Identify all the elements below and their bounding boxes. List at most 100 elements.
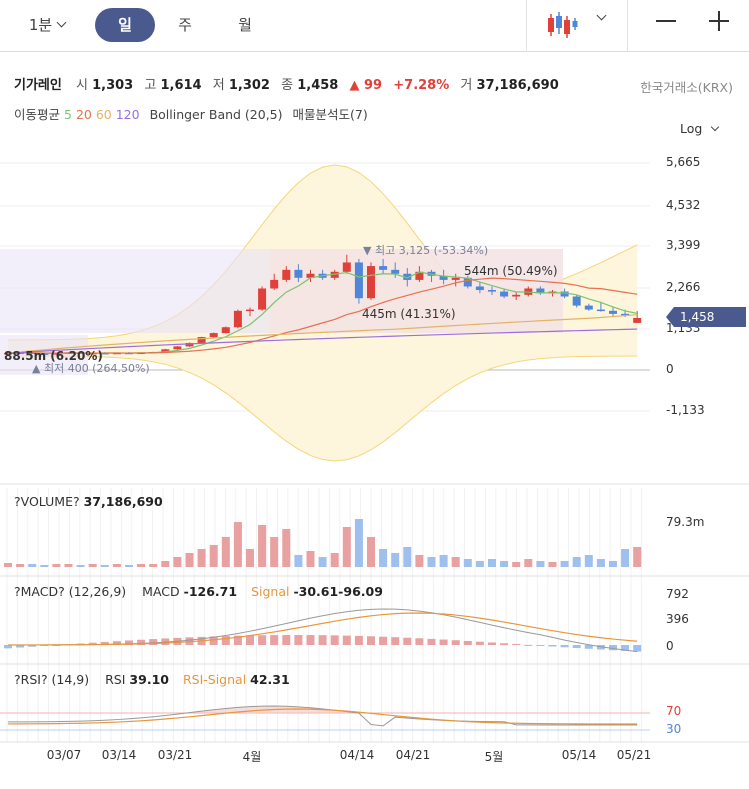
volume-bar (427, 557, 436, 567)
volume-bar (137, 564, 146, 567)
indicator-legend: 이동평균 5 20 60 120 Bollinger Band (20,5) 매… (14, 104, 368, 123)
plus-icon[interactable] (709, 11, 729, 31)
candle-body (209, 333, 218, 338)
stock-name: 기가레인 (14, 78, 62, 93)
low-label: 저 (212, 78, 225, 93)
macd-histogram-bar (306, 635, 315, 645)
price-tick-label: 2,266 (666, 280, 701, 294)
macd-histogram-bar (451, 640, 460, 645)
rsi-label: RSI (105, 672, 126, 687)
volume-bar (318, 557, 327, 567)
macd-tick-0: 0 (666, 639, 674, 653)
volume-bar (584, 555, 593, 567)
candle-body (354, 262, 363, 299)
ma20-line (7, 277, 638, 354)
volume-bar (149, 564, 158, 567)
volume-panel-value: 37,186,690 (83, 494, 163, 509)
candle-body (572, 296, 581, 306)
volume-bar (52, 564, 61, 567)
open-value: 1,303 (92, 78, 134, 93)
volume-bar (354, 519, 363, 567)
low-value: 1,302 (228, 78, 270, 93)
high-value: 1,614 (160, 78, 202, 93)
volume-bar (270, 537, 279, 567)
price-tick-label: 4,532 (666, 198, 701, 212)
candlestick-icon[interactable] (546, 10, 578, 40)
timeframe-minute-select[interactable]: 1분 (16, 8, 78, 42)
volume-bar (76, 565, 85, 567)
volume-bar (173, 557, 182, 567)
ma60-label[interactable]: 60 (95, 107, 112, 122)
macd-histogram-bar (427, 638, 436, 645)
macd-panel-header: ?MACD? (12,26,9) MACD -126.71 Signal -30… (14, 584, 383, 599)
candle-body (391, 269, 400, 274)
candle-body (415, 271, 424, 280)
candle-body (427, 271, 436, 276)
candle-body (306, 273, 315, 278)
date-tick-label: 04/21 (395, 748, 431, 762)
volume-bar (560, 561, 569, 567)
macd-histogram-bar (16, 645, 25, 648)
date-tick-label: 05/21 (616, 748, 652, 762)
volume-bar (439, 555, 448, 567)
candle-body (149, 352, 158, 354)
macd-histogram-bar (40, 645, 49, 646)
macd-histogram-bar (318, 635, 327, 645)
bollinger-fill (8, 165, 638, 461)
ma20-label[interactable]: 20 (75, 107, 92, 122)
macd-histogram-bar (125, 640, 133, 645)
macd-histogram-bar (28, 645, 37, 647)
price-tick-label: 3,399 (666, 238, 701, 252)
volume-profile-label[interactable]: 매물분석도(7) (292, 107, 368, 122)
volume-bar (391, 553, 400, 567)
macd-histogram-bar (173, 637, 182, 645)
volume-bar (609, 561, 617, 567)
volume-bar (100, 565, 109, 567)
candle-body (548, 291, 557, 294)
exchange-name: 한국거래소(KRX) (640, 80, 733, 95)
rsi-overbought-fill (8, 706, 638, 713)
candle-body (512, 294, 521, 297)
macd-histogram-bar (270, 635, 279, 645)
minus-icon[interactable] (656, 20, 676, 22)
ma5-label[interactable]: 5 (64, 107, 72, 122)
candle-body (125, 352, 133, 355)
rsi-panel-title: ?RSI? (14,9) (14, 672, 90, 687)
chevron-down-icon (56, 17, 67, 28)
chart-type-dropdown-icon[interactable] (596, 10, 607, 21)
timeframe-month-tab[interactable]: 월 (238, 16, 252, 34)
high-annotation: ▼ 최고 3,125 (-53.34%) (363, 244, 489, 257)
macd-histogram-bar (584, 645, 593, 649)
rsi-signal-value: 42.31 (250, 672, 290, 687)
macd-histogram-bar (379, 636, 388, 645)
ma120-label[interactable]: 120 (115, 107, 140, 122)
macd-histogram-bar (112, 641, 121, 645)
low-annotation: ▲ 최저 400 (264.50%) (32, 362, 150, 375)
macd-tick-792: 792 (666, 587, 689, 601)
scale-select[interactable]: Log (680, 121, 720, 136)
timeframe-day-tab[interactable]: 일 (95, 8, 155, 42)
volume-bar (233, 522, 242, 567)
macd-histogram-bar (149, 639, 158, 645)
macd-histogram-bar (100, 641, 109, 645)
current-price-marker: 1,458 (666, 307, 746, 327)
macd-histogram-bar (282, 635, 291, 645)
candle-body (633, 318, 642, 323)
date-tick-label: 03/21 (157, 748, 193, 762)
ma-label[interactable]: 이동평균 (14, 107, 61, 122)
timeframe-week-tab[interactable]: 주 (178, 16, 192, 34)
change-percent: +7.28% (393, 78, 450, 93)
candle-body (161, 349, 170, 352)
macd-tick-396: 396 (666, 612, 689, 626)
bollinger-label[interactable]: Bollinger Band (20,5) (149, 107, 283, 122)
rsi-line (7, 705, 638, 727)
close-value: 1,458 (297, 78, 339, 93)
candle-body (246, 309, 254, 312)
bollinger-upper (7, 164, 638, 341)
price-tick-label: 5,665 (666, 155, 701, 169)
rsi-tick-30: 30 (666, 722, 682, 736)
macd-histogram-bar (609, 645, 617, 651)
candle-body (488, 290, 496, 292)
candle-body (500, 291, 509, 297)
macd-histogram-bar (367, 636, 375, 645)
